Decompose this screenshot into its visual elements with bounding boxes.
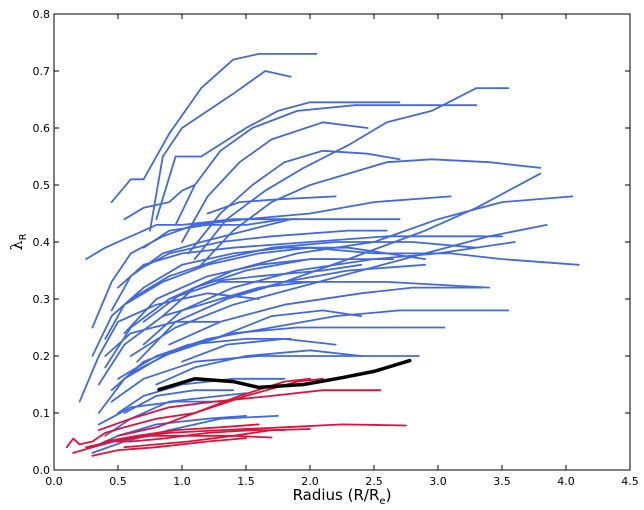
- y-tick-label-2: 0.2: [33, 350, 51, 363]
- blue-series-line-23: [117, 377, 286, 414]
- blue-series-line-25: [91, 414, 247, 449]
- blue-series-line-18: [168, 286, 484, 346]
- blue-series-line-8: [123, 184, 196, 221]
- x-tick-label-6: 3.0: [429, 475, 447, 488]
- y-tick-label-7: 0.7: [33, 65, 51, 78]
- red-series-line-47: [117, 377, 311, 437]
- x-tick-label-7: 3.5: [493, 475, 511, 488]
- x-axis-label: Radius (R/Re): [293, 486, 392, 507]
- red-series-line-52: [91, 437, 247, 457]
- x-tick-label-4: 2.0: [301, 475, 319, 488]
- y-tick-label-8: 0.8: [33, 8, 51, 21]
- red-series-line-49: [85, 434, 273, 449]
- y-axis-label: λR: [7, 233, 29, 250]
- x-axis-label-sub: e: [379, 496, 385, 507]
- blue-series-line-33: [161, 258, 337, 318]
- y-axis-label-main: λ: [7, 240, 26, 250]
- blue-series-line-21: [110, 355, 420, 403]
- blue-series-line-35: [136, 229, 388, 272]
- blue-series-line-5: [187, 149, 401, 255]
- blue-series-line-13: [104, 246, 580, 340]
- x-tick-label-3: 1.5: [237, 475, 255, 488]
- x-tick-label-9: 4.5: [621, 475, 639, 488]
- blue-series-line-7: [200, 158, 542, 266]
- blue-series-line-41: [155, 349, 363, 386]
- black-series-line-54: [157, 358, 412, 392]
- y-tick-label-6: 0.6: [33, 122, 51, 135]
- blue-series-line-44: [104, 320, 222, 357]
- blue-series-line-17: [129, 223, 548, 357]
- red-series-line-50: [104, 429, 286, 443]
- blue-series-line-36: [206, 195, 337, 215]
- y-tick-label-3: 0.3: [33, 293, 51, 306]
- blue-series-line-43: [97, 400, 222, 426]
- red-series-line-45: [65, 377, 324, 449]
- blue-series-line-9: [85, 218, 299, 261]
- red-series-line-48: [72, 423, 407, 454]
- blue-series-line-34: [168, 263, 363, 300]
- blue-series-line-38: [97, 309, 363, 414]
- blue-series-line-14: [129, 241, 478, 300]
- y-tick-label-1: 0.1: [33, 407, 51, 420]
- blue-series-line-37: [142, 218, 286, 249]
- red-series-line-51: [123, 428, 311, 449]
- blue-series-line-29: [136, 263, 427, 363]
- series-layer: [65, 53, 580, 457]
- blue-series-line-4: [181, 121, 369, 243]
- x-tick-label-0: 0.0: [45, 475, 63, 488]
- x-axis-label-end: ): [386, 486, 392, 504]
- blue-series-line-1: [149, 70, 292, 232]
- red-series-line-46: [97, 389, 382, 432]
- blue-series-line-30: [142, 241, 516, 346]
- x-tick-label-1: 0.5: [109, 475, 127, 488]
- x-tick-label-2: 1.0: [173, 475, 191, 488]
- x-axis-label-main: Radius (R/R: [293, 486, 380, 504]
- blue-series-line-40: [117, 235, 503, 289]
- blue-series-line-2: [155, 101, 401, 221]
- blue-series-line-31: [110, 337, 292, 392]
- y-tick-label-5: 0.5: [33, 179, 51, 192]
- blue-series-line-0: [110, 53, 318, 204]
- blue-series-line-39: [219, 280, 491, 300]
- y-tick-label-4: 0.4: [33, 236, 51, 249]
- y-axis-label-sub: R: [18, 233, 29, 240]
- y-tick-label-0: 0.0: [33, 464, 51, 477]
- red-series-line-53: [104, 423, 260, 443]
- blue-series-line-6: [193, 87, 510, 261]
- blue-series-line-10: [91, 195, 452, 329]
- blue-series-line-32: [123, 389, 235, 414]
- x-tick-label-8: 4.0: [557, 475, 575, 488]
- blue-series-line-42: [181, 337, 337, 363]
- blue-series-line-27: [104, 280, 318, 369]
- ticks-layer: 0.0 0.5 1.0 1.5 2.0 2.5 3.0 3.5 4.0 4.5 0.0 0.1 0.2 0…: [33, 8, 639, 488]
- blue-series-line-26: [91, 414, 279, 454]
- x-tick-label-5: 2.5: [365, 475, 383, 488]
